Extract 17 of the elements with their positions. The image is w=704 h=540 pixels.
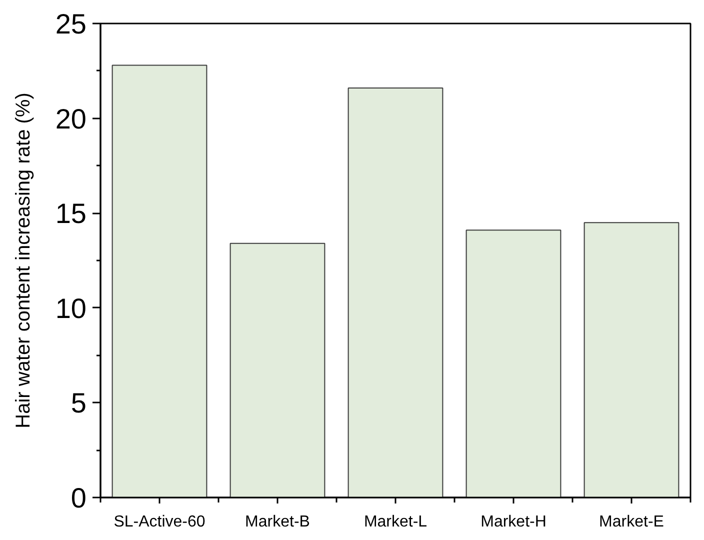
y-axis-title: Hair water content increasing rate (%) xyxy=(12,92,34,428)
bar xyxy=(112,64,208,498)
bar xyxy=(466,230,562,498)
x-tick-label: SL-Active-60 xyxy=(114,514,206,530)
bar xyxy=(230,242,326,498)
y-tick-label: 25 xyxy=(55,8,87,40)
x-tick-label: Market-E xyxy=(599,514,664,530)
y-tick-label: 15 xyxy=(55,198,87,230)
y-tick-label: 10 xyxy=(55,292,87,324)
bar xyxy=(584,222,680,498)
y-tick-label: 5 xyxy=(70,388,87,419)
x-tick-label: Market-H xyxy=(480,514,546,530)
y-tick-label: 0 xyxy=(70,482,87,514)
y-tick-label: 20 xyxy=(55,103,87,134)
x-tick-label: Market-L xyxy=(364,514,428,530)
x-tick-label: Market-B xyxy=(245,514,310,530)
bar xyxy=(348,87,444,498)
